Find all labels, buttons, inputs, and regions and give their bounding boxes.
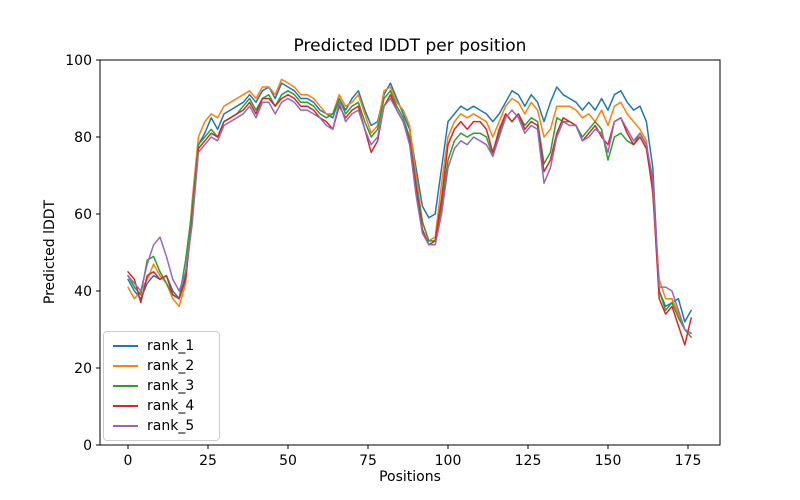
x-tick-label: 75 (359, 453, 377, 469)
x-axis-label: Positions (379, 469, 441, 485)
y-tick-label: 20 (74, 361, 92, 377)
axes-frame (99, 59, 721, 446)
series-line-rank_2 (127, 78, 692, 335)
legend-label: rank_4 (147, 398, 195, 414)
x-tick-label: 25 (199, 453, 217, 469)
chart-title: Predicted lDDT per position (293, 36, 527, 56)
legend-item: rank_5 (113, 416, 219, 436)
x-tick-label: 100 (435, 453, 462, 469)
series-line-rank_1 (127, 82, 692, 323)
x-tick-label: 50 (279, 453, 297, 469)
x-tick-label: 125 (515, 453, 542, 469)
legend-item: rank_2 (113, 356, 219, 376)
legend-line-sample (113, 345, 138, 347)
legend-label: rank_5 (147, 418, 195, 434)
series-line-rank_5 (127, 97, 692, 335)
legend-line-sample (113, 405, 138, 407)
y-tick-label: 80 (74, 130, 92, 146)
legend-label: rank_1 (147, 338, 195, 354)
x-tick-label: 0 (124, 453, 133, 469)
legend-line-sample (113, 365, 138, 367)
y-tick-label: 60 (74, 207, 92, 223)
legend: rank_1 rank_2 rank_3 rank_4 rank_5 (103, 331, 220, 441)
y-tick-label: 40 (74, 284, 92, 300)
series-line-rank_4 (127, 93, 692, 346)
x-tick-label: 175 (675, 453, 702, 469)
legend-line-sample (113, 385, 138, 387)
legend-item: rank_3 (113, 376, 219, 396)
legend-item: rank_4 (113, 396, 219, 416)
y-tick-label: 0 (83, 438, 92, 454)
y-tick-label: 100 (65, 53, 92, 69)
legend-line-sample (113, 425, 138, 427)
x-tick-label: 150 (595, 453, 622, 469)
y-axis-label: Predicted lDDT (42, 199, 58, 305)
legend-label: rank_2 (147, 358, 195, 374)
legend-label: rank_3 (147, 378, 195, 394)
legend-item: rank_1 (113, 336, 219, 356)
